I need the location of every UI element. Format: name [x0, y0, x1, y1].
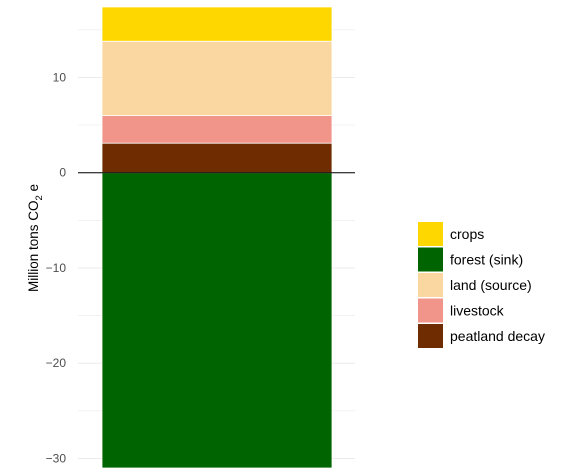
legend-key: [418, 298, 443, 323]
y-tick-label: −10: [46, 261, 67, 275]
legend-key: [418, 222, 443, 246]
legend-key: [418, 273, 443, 297]
y-tick-label: −30: [46, 451, 67, 465]
bar-segment-peatland-decay: [101, 142, 333, 174]
y-axis-ticks: −30 −20 −10 0 10: [46, 70, 67, 465]
y-axis-title-subscript: 2: [34, 195, 45, 200]
legend-label: forest (sink): [450, 252, 523, 268]
y-tick-label: 10: [53, 70, 67, 84]
bar-segment-crops: [101, 6, 333, 42]
y-tick-label: 0: [59, 166, 66, 180]
y-axis-title-main: Million tons CO: [26, 201, 41, 293]
legend-label: peatland decay: [450, 328, 545, 344]
bar-segment-forest-sink: [101, 172, 333, 469]
y-tick-label: −20: [46, 356, 67, 370]
y-axis-title: Million tons CO2 e: [26, 184, 45, 292]
legend: crops forest (sink) land (source) livestock…: [418, 222, 545, 348]
legend-key: [418, 324, 443, 348]
bar-segment-land-source: [101, 40, 333, 116]
bar-segments: [101, 6, 333, 469]
legend-label: crops: [450, 226, 484, 242]
legend-key: [418, 247, 443, 272]
bar-segment-livestock: [101, 115, 333, 144]
legend-label: livestock: [450, 303, 505, 319]
legend-label: land (source): [450, 277, 532, 293]
y-axis-title-tail: e: [26, 184, 41, 195]
